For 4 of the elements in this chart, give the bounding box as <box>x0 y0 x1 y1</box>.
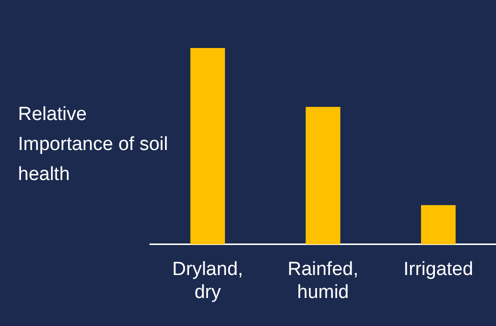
x-tick-label: Irrigated <box>403 259 474 280</box>
x-tick-label: Rainfed, humid <box>288 259 358 303</box>
y-axis-title: Relative Importance of soil health <box>18 103 168 187</box>
x-tick-label: Dryland, dry <box>172 259 244 303</box>
